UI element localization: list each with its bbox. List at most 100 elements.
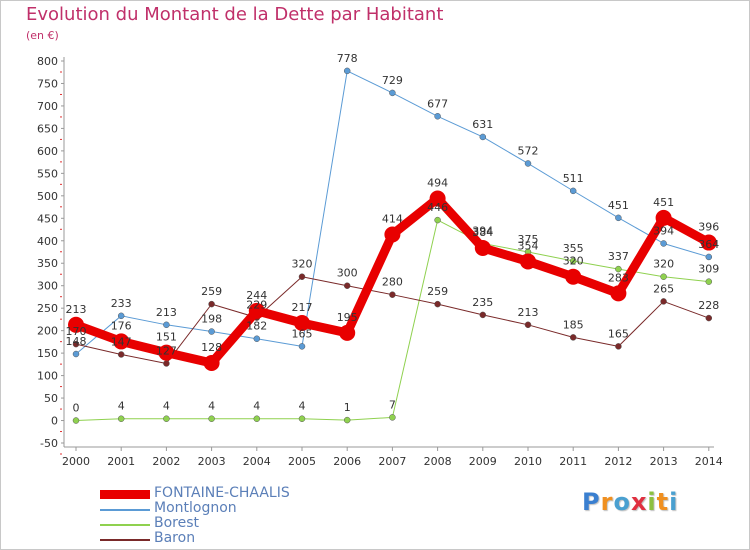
legend-swatch <box>100 509 150 511</box>
data-label: 572 <box>518 144 539 157</box>
data-label: 354 <box>518 239 539 252</box>
x-tick-label: 2001 <box>107 455 135 468</box>
legend-label: Borest <box>154 515 200 531</box>
data-label: 364 <box>698 238 719 251</box>
data-label: 244 <box>246 289 267 302</box>
data-label: 631 <box>472 118 493 131</box>
data-label: 4 <box>253 400 260 413</box>
data-label: 677 <box>427 97 448 110</box>
chart-unit: (en €) <box>26 29 59 42</box>
data-label: 396 <box>698 221 719 234</box>
data-point <box>72 417 80 424</box>
x-tick-label: 2005 <box>288 455 316 468</box>
data-point <box>474 239 491 256</box>
data-point <box>158 344 175 361</box>
data-label: 176 <box>111 319 132 332</box>
data-label: 446 <box>427 201 448 214</box>
data-label: 4 <box>163 400 170 413</box>
legend-swatch <box>100 539 150 541</box>
data-point <box>615 265 622 273</box>
x-tick-label: 2014 <box>695 455 723 468</box>
data-label: 778 <box>337 52 358 65</box>
logo-letter: P <box>582 488 601 516</box>
data-point <box>253 415 261 422</box>
data-point <box>569 334 577 341</box>
y-tick-label: 700 <box>37 100 58 113</box>
y-tick-label: 300 <box>37 280 58 293</box>
data-label: 729 <box>382 74 403 87</box>
data-point <box>68 316 84 333</box>
data-label: 165 <box>292 327 313 340</box>
data-label: 309 <box>698 263 719 276</box>
data-label: 147 <box>111 335 132 348</box>
data-label: 511 <box>563 172 584 185</box>
logo-letter: i <box>669 488 679 516</box>
logo-letter: o <box>613 488 631 516</box>
data-label: 375 <box>518 233 539 246</box>
y-tick-label: 400 <box>37 235 58 248</box>
data-point <box>208 300 215 308</box>
data-point <box>117 351 125 358</box>
logo-letter: x <box>630 488 648 516</box>
logo-letter: r <box>600 488 614 516</box>
data-label: 320 <box>563 255 584 268</box>
data-point <box>610 285 627 302</box>
data-label: 217 <box>292 301 313 314</box>
data-label: 414 <box>382 212 403 225</box>
data-point <box>163 360 170 367</box>
y-tick-label: 0 <box>51 415 58 428</box>
legend-swatch <box>100 490 150 499</box>
data-point <box>298 415 306 422</box>
data-point <box>660 240 667 247</box>
data-point <box>655 209 672 226</box>
data-label: 213 <box>66 303 87 316</box>
data-label: 229 <box>246 299 267 312</box>
data-point <box>660 298 667 305</box>
data-point <box>389 414 396 421</box>
data-label: 320 <box>653 258 674 271</box>
logo-letter: t <box>656 488 670 516</box>
y-tick-label: 450 <box>37 212 58 225</box>
x-tick-label: 2013 <box>650 455 678 468</box>
proxiti-logo: Proxiti <box>582 488 678 516</box>
legend-swatch <box>100 524 150 526</box>
y-tick-label: 350 <box>37 257 58 270</box>
data-label: 213 <box>156 306 177 319</box>
data-point <box>298 273 306 280</box>
data-label: 4 <box>299 400 306 413</box>
data-label: 213 <box>518 306 539 319</box>
data-point <box>479 133 487 141</box>
data-point <box>208 328 215 335</box>
y-tick-label: 200 <box>37 325 58 338</box>
x-tick-label: 2008 <box>424 455 452 468</box>
data-point <box>117 415 125 422</box>
data-point <box>569 187 577 195</box>
data-point <box>434 113 441 120</box>
y-tick-label: 50 <box>44 392 58 405</box>
data-point <box>248 302 265 319</box>
data-point <box>72 340 80 348</box>
data-label: 165 <box>608 327 629 340</box>
chart-title: Evolution du Montant de la Dette par Hab… <box>26 4 444 25</box>
data-label: 7 <box>389 398 396 411</box>
data-label: 235 <box>472 296 493 309</box>
data-point <box>565 268 582 285</box>
data-label: 320 <box>292 258 313 271</box>
data-point <box>524 160 532 167</box>
data-point <box>524 321 532 329</box>
data-point <box>705 253 713 261</box>
data-label: 127 <box>156 344 177 357</box>
data-label: 259 <box>201 285 222 298</box>
logo-letter: i <box>647 488 657 516</box>
data-point <box>343 282 351 289</box>
data-label: 300 <box>337 267 358 280</box>
y-tick-label: 150 <box>37 347 58 360</box>
data-point <box>384 226 401 243</box>
data-label: 148 <box>66 335 87 348</box>
data-label: 233 <box>111 297 132 310</box>
data-point <box>700 234 717 251</box>
data-point <box>203 355 220 372</box>
data-label: 280 <box>382 276 403 289</box>
data-label: 182 <box>246 320 267 333</box>
data-point <box>343 416 351 424</box>
